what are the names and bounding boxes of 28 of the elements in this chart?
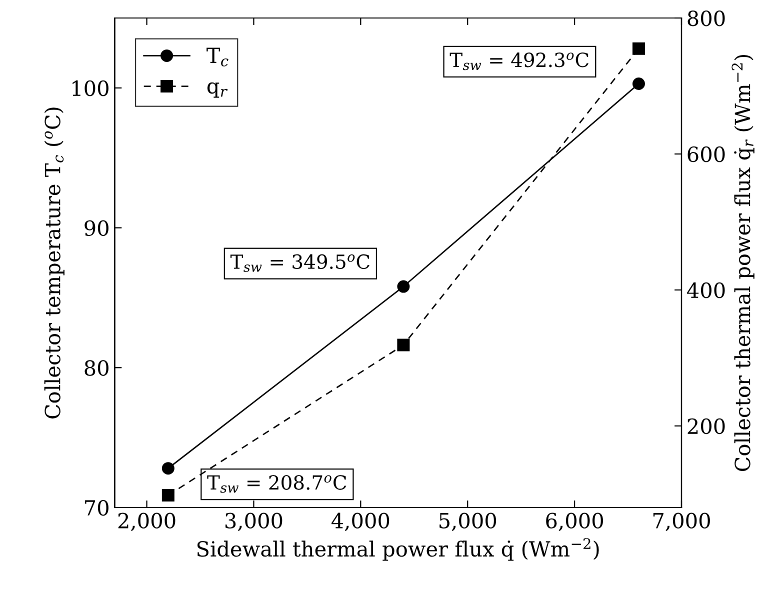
- x-tick-label: 2,000: [118, 512, 176, 532]
- point: [397, 338, 410, 352]
- point: [397, 280, 410, 293]
- y2-tick-label: 600: [688, 146, 725, 162]
- legend-label: q$_{r}$: [207, 82, 228, 98]
- point: [162, 489, 174, 502]
- x-tick-label: 4,000: [331, 512, 390, 532]
- x-tick-label: 7,000: [653, 512, 710, 532]
- annotation: T$_{sw}$ = 492.3$^{o}$C: [450, 52, 588, 70]
- x-axis-title: Sidewall thermal power flux q̇ (Wm$^{−2}$): [197, 538, 599, 561]
- y2-tick-label: 200: [688, 418, 725, 434]
- x-tick-label: 3,000: [225, 512, 282, 532]
- annotation: T$_{sw}$ = 349.5$^{o}$C: [230, 254, 370, 272]
- y2-tick-label: 400: [687, 282, 725, 298]
- point: [162, 462, 174, 475]
- point: [632, 42, 645, 55]
- legend-label: T$_{c}$: [206, 48, 228, 66]
- y2-tick-label: 800: [688, 10, 725, 26]
- y-axis-title: Collector temperature T$_{c}$ ($^{o}$C): [44, 108, 64, 418]
- annotation: T$_{sw}$ = 208.7$^{o}$C: [207, 475, 346, 493]
- y-tick-label: 70: [85, 500, 108, 516]
- point: [632, 77, 645, 90]
- x-tick-label: 5,000: [440, 512, 496, 532]
- y-tick-label: 100: [72, 80, 108, 96]
- x-tick-label: 6,000: [546, 512, 603, 532]
- y-tick-label: 90: [84, 220, 108, 236]
- y-tick-label: 80: [84, 360, 108, 376]
- y2-axis-title: Collector thermal power flux q̇$_{r}$ (Wm$^{−2}$): [732, 54, 754, 472]
